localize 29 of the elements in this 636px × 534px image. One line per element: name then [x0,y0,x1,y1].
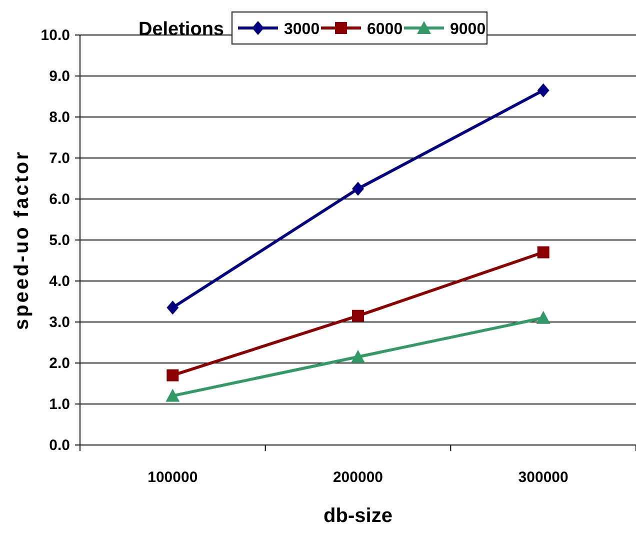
point [536,310,550,324]
y-tick-label: 2.0 [49,355,70,372]
point [166,388,180,402]
y-axis-title: speed-uo factor [11,150,33,330]
point [166,369,179,382]
y-tick-label: 3.0 [49,314,70,331]
x-tick-label: 300000 [518,469,568,486]
point [166,300,179,315]
legend-label: 3000 [284,21,320,38]
point [352,310,364,322]
point [351,350,365,363]
point [537,83,550,98]
legend-label: 9000 [450,21,486,38]
x-tick-label: 100000 [148,469,198,486]
x-tick-label: 200000 [332,469,384,486]
point [537,246,550,258]
y-tick-label: 1.0 [49,396,70,413]
y-tick-label: 4.0 [49,273,70,290]
y-tick-label: 0.0 [49,437,70,454]
y-tick-label: 7.0 [49,150,70,167]
y-tick-label: 5.0 [49,232,70,249]
y-tick-label: 8.0 [49,109,70,126]
x-axis-title: db-size [324,505,392,527]
y-tick-label: 6.0 [49,191,70,208]
legend-title: Deletions [138,19,224,40]
point [352,182,364,196]
y-tick-label: 10.0 [40,27,70,44]
legend-label: 6000 [367,21,403,38]
y-tick-label: 9.0 [49,68,70,85]
